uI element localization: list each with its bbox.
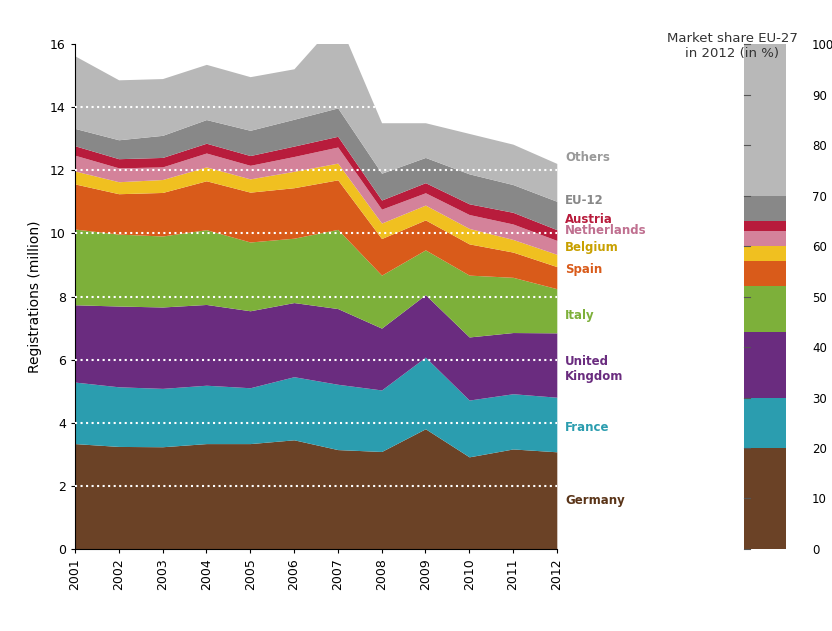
Y-axis label: Registrations (million): Registrations (million) — [27, 220, 42, 373]
Text: Austria: Austria — [565, 213, 613, 226]
Text: United
Kingdom: United Kingdom — [565, 355, 623, 383]
Text: France: France — [565, 421, 610, 434]
Text: Others: Others — [565, 151, 610, 164]
Bar — [745, 261, 786, 286]
Text: Germany: Germany — [565, 494, 625, 507]
Bar — [745, 231, 786, 246]
Text: Spain: Spain — [565, 263, 602, 276]
Bar — [745, 44, 786, 196]
Text: Belgium: Belgium — [565, 241, 619, 254]
Text: Market share EU-27
in 2012 (in %): Market share EU-27 in 2012 (in %) — [666, 32, 798, 59]
Bar — [745, 398, 786, 448]
Text: Netherlands: Netherlands — [565, 225, 646, 237]
Bar — [745, 286, 786, 332]
Bar — [745, 448, 786, 549]
Bar — [745, 221, 786, 231]
Bar — [745, 196, 786, 221]
Bar — [745, 332, 786, 398]
Text: EU-12: EU-12 — [565, 194, 604, 207]
Bar — [745, 246, 786, 261]
Text: Italy: Italy — [565, 309, 595, 322]
